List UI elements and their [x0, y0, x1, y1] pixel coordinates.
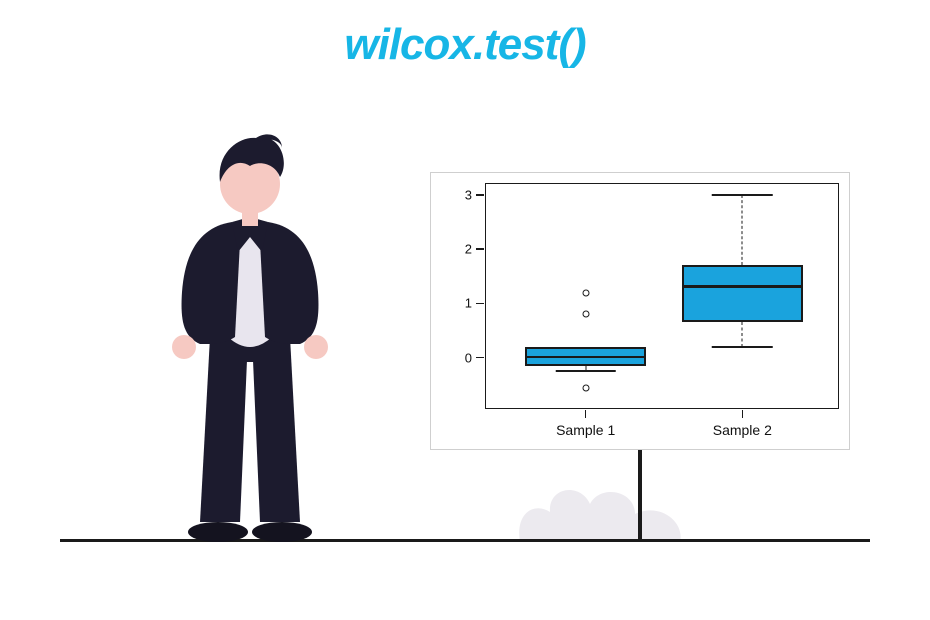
whisker-lower: [742, 322, 743, 346]
median-line: [684, 285, 801, 288]
outlier-point: [582, 311, 589, 318]
title-text: wilcox.test(): [344, 20, 585, 69]
y-tick: [476, 248, 484, 250]
whisker-upper: [742, 195, 743, 266]
box: [525, 347, 646, 366]
y-tick: [476, 303, 484, 305]
box: [682, 265, 803, 322]
median-line: [527, 356, 644, 359]
shoes: [188, 522, 312, 542]
whisker-cap-lower: [712, 346, 773, 348]
boxplot-area: 0123Sample 1Sample 2: [485, 183, 839, 409]
x-tick: [742, 410, 744, 418]
y-tick-label: 3: [465, 187, 472, 202]
y-tick-label: 0: [465, 350, 472, 365]
y-tick-label: 2: [465, 242, 472, 257]
scene: 0 1 2 3 Sample 1 Sample 2: [0, 100, 930, 620]
person-illustration: [140, 122, 360, 542]
x-tick: [585, 410, 587, 418]
whisker-cap-lower: [555, 370, 616, 372]
chart-board: 0 1 2 3 Sample 1 Sample 2: [430, 172, 850, 542]
pants: [200, 322, 300, 522]
x-tick-label: Sample 1: [556, 422, 615, 438]
page-title: wilcox.test(): [0, 20, 930, 70]
y-tick: [476, 194, 484, 196]
whisker-cap-upper: [712, 194, 773, 196]
chart-stand: [638, 450, 642, 542]
chart-panel: 0 1 2 3 Sample 1 Sample 2: [430, 172, 850, 450]
x-tick-label: Sample 2: [713, 422, 772, 438]
outlier-point: [582, 384, 589, 391]
y-tick-label: 1: [465, 296, 472, 311]
y-tick: [476, 357, 484, 359]
outlier-point: [582, 289, 589, 296]
